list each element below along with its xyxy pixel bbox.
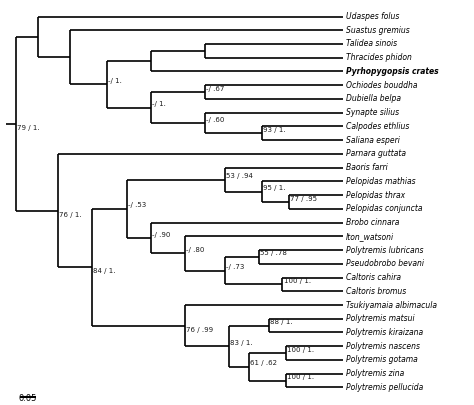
Text: 77 / .95: 77 / .95 <box>290 196 317 202</box>
Text: -/ .80: -/ .80 <box>186 247 204 253</box>
Text: Pelopidas mathias: Pelopidas mathias <box>346 177 416 186</box>
Text: 76 / 1.: 76 / 1. <box>59 212 82 217</box>
Text: Polytremis gotama: Polytremis gotama <box>346 356 418 364</box>
Text: Iton_watsoni: Iton_watsoni <box>346 232 394 241</box>
Text: Brobo cinnara: Brobo cinnara <box>346 218 399 227</box>
Text: Thracides phidon: Thracides phidon <box>346 53 412 62</box>
Text: Polytremis zina: Polytremis zina <box>346 369 404 378</box>
Text: Polytremis lubricans: Polytremis lubricans <box>346 245 423 255</box>
Text: Parnara guttata: Parnara guttata <box>346 149 406 158</box>
Text: 88 / 1.: 88 / 1. <box>270 319 292 325</box>
Text: Pyrhopygopsis crates: Pyrhopygopsis crates <box>346 67 438 76</box>
Text: Polytremis matsui: Polytremis matsui <box>346 314 414 323</box>
Text: Caltoris bromus: Caltoris bromus <box>346 287 406 296</box>
Text: Pelopidas thrax: Pelopidas thrax <box>346 191 405 200</box>
Text: Pseudobrobo bevani: Pseudobrobo bevani <box>346 259 424 268</box>
Text: Polytremis nascens: Polytremis nascens <box>346 342 420 351</box>
Text: -/ .53: -/ .53 <box>128 202 147 209</box>
Text: 53 / .94: 53 / .94 <box>226 173 253 179</box>
Text: 95 / 1.: 95 / 1. <box>263 185 286 191</box>
Text: Saliana esperi: Saliana esperi <box>346 136 400 145</box>
Text: 93 / 1.: 93 / 1. <box>263 127 286 133</box>
Text: Pelopidas conjuncta: Pelopidas conjuncta <box>346 205 422 213</box>
Text: -/ 1.: -/ 1. <box>152 101 166 107</box>
Text: Dubiella belpa: Dubiella belpa <box>346 94 401 103</box>
Text: Tsukiyamaia albimaculа: Tsukiyamaia albimaculа <box>346 301 437 309</box>
Text: -/ 1.: -/ 1. <box>108 78 122 84</box>
Text: Ochiodes bouddha: Ochiodes bouddha <box>346 81 417 90</box>
Text: -/ .90: -/ .90 <box>152 232 171 238</box>
Text: 100 / 1.: 100 / 1. <box>287 347 314 353</box>
Text: -/ .73: -/ .73 <box>226 264 245 270</box>
Text: Talidea sinois: Talidea sinois <box>346 40 397 49</box>
Text: 100 / 1.: 100 / 1. <box>287 374 314 380</box>
Text: 84 / 1.: 84 / 1. <box>93 269 116 274</box>
Text: 0.05: 0.05 <box>19 394 37 403</box>
Text: Udaspes folus: Udaspes folus <box>346 12 399 21</box>
Text: 76 / .99: 76 / .99 <box>186 327 213 333</box>
Text: Synapte silius: Synapte silius <box>346 108 399 117</box>
Text: -/ .67: -/ .67 <box>206 85 224 92</box>
Text: Suastus gremius: Suastus gremius <box>346 26 410 35</box>
Text: Polytremis kiraizana: Polytremis kiraizana <box>346 328 423 337</box>
Text: 79 / 1.: 79 / 1. <box>17 125 40 131</box>
Text: Polytremis pellucida: Polytremis pellucida <box>346 383 423 392</box>
Text: Baoris farri: Baoris farri <box>346 163 388 172</box>
Text: -/ .60: -/ .60 <box>206 117 224 123</box>
Text: Caltoris cahira: Caltoris cahira <box>346 273 401 282</box>
Text: 83 / 1.: 83 / 1. <box>229 340 252 346</box>
Text: 100 / 1.: 100 / 1. <box>283 278 310 284</box>
Text: 55 / .78: 55 / .78 <box>260 251 287 256</box>
Text: 61 / .62: 61 / .62 <box>250 360 277 367</box>
Text: Calpodes ethlius: Calpodes ethlius <box>346 122 409 131</box>
